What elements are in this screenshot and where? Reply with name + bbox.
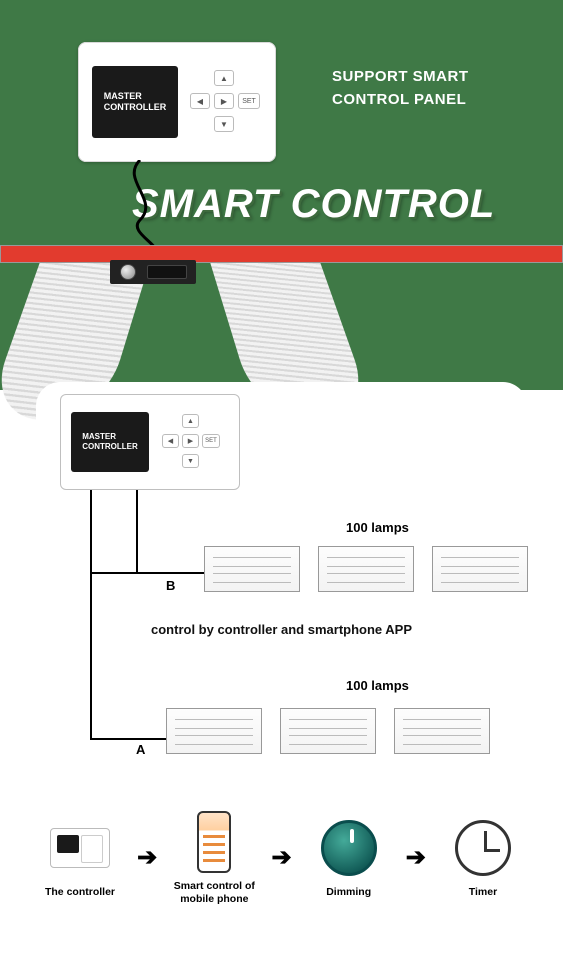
wire (136, 490, 138, 572)
lamp-count-a: 100 lamps (346, 678, 409, 693)
arrow-right-icon: ➔ (137, 843, 157, 872)
master-controller-device: MASTERCONTROLLER ▲ ▼ ◀ ▶ SET (78, 42, 276, 162)
rj-ports-icon (147, 265, 187, 279)
dpad-set-button[interactable]: SET (238, 93, 260, 109)
device-screen: MASTERCONTROLLER (71, 412, 149, 472)
device-screen-text: MASTERCONTROLLER (104, 91, 167, 113)
card-description: control by controller and smartphone APP (36, 622, 527, 637)
flow-label: Dimming (326, 886, 371, 899)
wire (90, 572, 210, 574)
dpad-right-icon[interactable]: ▶ (214, 93, 234, 109)
flow-label: Timer (469, 886, 497, 899)
arrow-right-icon: ➔ (406, 843, 426, 872)
lamp-fixture (432, 546, 528, 592)
controller-icon (50, 828, 110, 868)
chain-label-b: B (166, 578, 175, 593)
lamp-fixture (394, 708, 490, 754)
device-screen-text: MASTERCONTROLLER (82, 432, 138, 451)
smartphone-icon (197, 811, 231, 873)
feature-flow: The controller ➔ Smart control ofmobile … (36, 810, 527, 905)
support-text: SUPPORT SMART CONTROL PANEL (332, 66, 469, 111)
lamp-fixture (318, 546, 414, 592)
flow-step-phone: Smart control ofmobile phone (170, 810, 258, 905)
lamp-fixture (280, 708, 376, 754)
dpad-left-icon[interactable]: ◀ (162, 434, 179, 448)
support-line2: CONTROL PANEL (332, 89, 469, 112)
arrow-right-icon: ➔ (271, 843, 291, 872)
device-dpad: ▲ ▼ ◀ ▶ SET (188, 66, 260, 138)
dimmer-dial-icon (321, 820, 377, 876)
junction-box (110, 260, 196, 284)
clock-icon (455, 820, 511, 876)
dpad-up-icon[interactable]: ▲ (182, 414, 199, 428)
dpad-down-icon[interactable]: ▼ (182, 454, 199, 468)
lamp-fixture (204, 546, 300, 592)
flow-step-dimming: Dimming (305, 816, 393, 899)
lamp-count-b: 100 lamps (346, 520, 409, 535)
dpad-up-icon[interactable]: ▲ (214, 70, 234, 86)
flow-step-timer: Timer (439, 816, 527, 899)
wiring-card: MASTERCONTROLLER ▲ ▼ ◀ ▶ SET B A 100 lam… (36, 382, 527, 782)
device-screen: MASTERCONTROLLER (92, 66, 178, 138)
flow-label: The controller (45, 886, 115, 899)
hero-title: SMART CONTROL (132, 182, 495, 227)
support-line1: SUPPORT SMART (332, 66, 469, 89)
chain-label-a: A (136, 742, 145, 757)
lamp-fixture (166, 708, 262, 754)
dpad-down-icon[interactable]: ▼ (214, 116, 234, 132)
dimmer-knob-icon (120, 264, 136, 280)
master-controller-device: MASTERCONTROLLER ▲ ▼ ◀ ▶ SET (60, 394, 240, 490)
dpad-right-icon[interactable]: ▶ (182, 434, 199, 448)
wire (90, 490, 92, 740)
cable-icon (110, 160, 170, 248)
lamp-chain-a (166, 708, 490, 754)
lamp-chain-b (204, 546, 528, 592)
mounting-bar (0, 245, 563, 263)
dpad-set-button[interactable]: SET (202, 434, 220, 448)
flow-label: Smart control ofmobile phone (174, 880, 255, 905)
device-dpad: ▲ ▼ ◀ ▶ SET (159, 412, 223, 472)
dpad-left-icon[interactable]: ◀ (190, 93, 210, 109)
flow-step-controller: The controller (36, 816, 124, 899)
